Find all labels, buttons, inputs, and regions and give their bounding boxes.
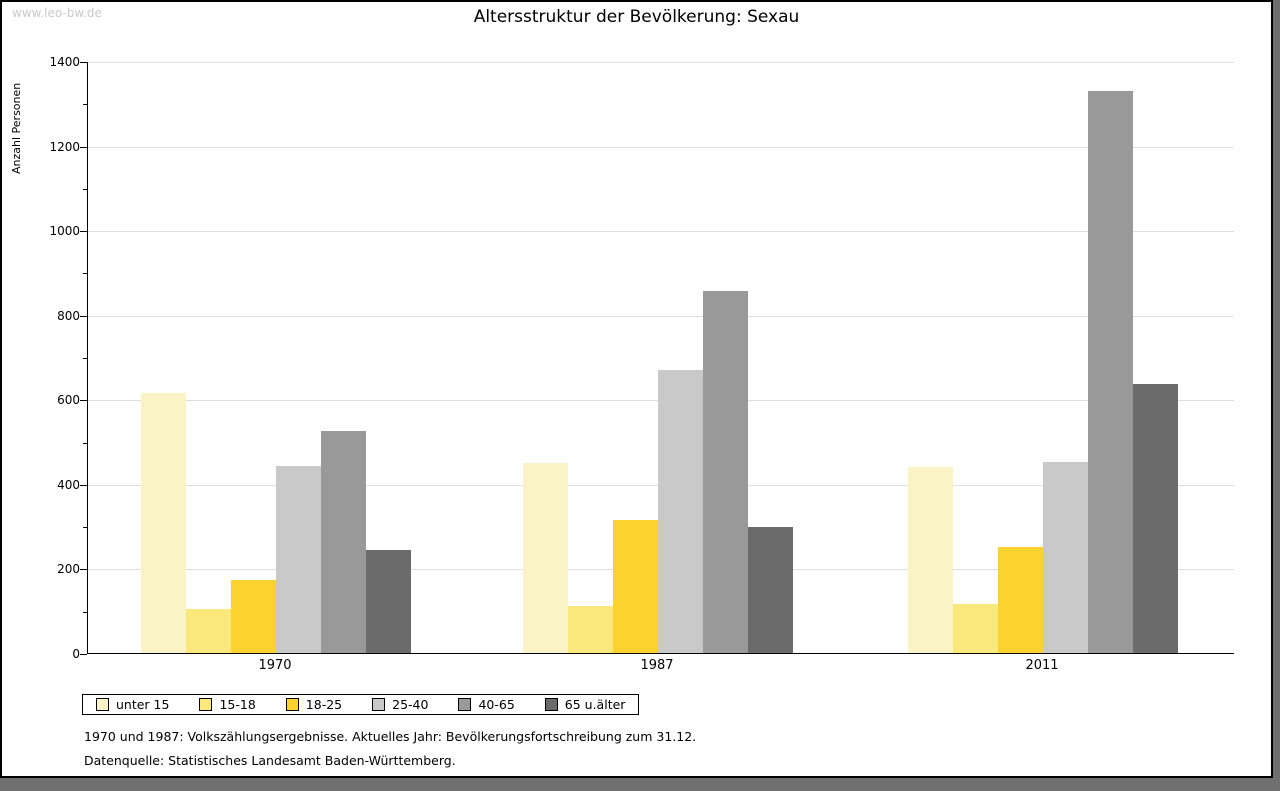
y-major-tick-1200: [80, 146, 87, 148]
legend-label: 15-18: [219, 697, 256, 712]
y-major-tick-1400: [80, 62, 87, 63]
legend-swatch-icon: [372, 698, 386, 711]
y-axis-title: Anzahl Personen: [10, 82, 23, 174]
bar-1970-40-65: [321, 431, 366, 653]
gridline-1200: [88, 146, 1234, 148]
y-minor-tick-700: [83, 358, 87, 359]
y-minor-tick-300: [83, 527, 87, 529]
legend-swatch-icon: [285, 698, 299, 711]
x-tick-label-2011: 2011: [1025, 658, 1059, 673]
legend-swatch-icon: [458, 698, 472, 711]
legend-item-18-25: 18-25: [285, 697, 343, 712]
legend-item-15-18: 15-18: [199, 697, 256, 712]
bar-1970-65-u-älter: [366, 550, 411, 653]
legend-swatch-icon: [96, 698, 109, 711]
legend-item-25-40: 25-40: [372, 697, 428, 712]
bar-2011-40-65: [1088, 90, 1133, 653]
chart-canvas: www.leo-bw.de Altersstruktur der Bevölke…: [0, 0, 1273, 778]
footnote-source-note: 1970 und 1987: Volkszählungsergebnisse. …: [84, 729, 697, 744]
legend-label: unter 15: [116, 697, 170, 712]
plot-area: [87, 62, 1234, 654]
watermark-link: www.leo-bw.de: [12, 6, 102, 20]
gridline-1000: [88, 231, 1234, 233]
y-minor-tick-500: [83, 442, 87, 444]
bar-2011-unter-15: [908, 466, 953, 653]
footnote-data-source: Datenquelle: Statistisches Landesamt Bad…: [84, 753, 456, 768]
bar-1987-40-65: [703, 291, 748, 653]
y-tick-label-1400: 1400: [49, 55, 80, 69]
gridline-1400: [88, 62, 1234, 63]
bar-1987-25-40: [658, 369, 703, 653]
y-minor-tick-1300: [83, 104, 87, 106]
legend-item-65-u-älter: 65 u.älter: [544, 697, 626, 712]
bar-2011-15-18: [953, 603, 998, 653]
bar-1987-65-u-älter: [748, 527, 793, 653]
y-minor-tick-100: [83, 611, 87, 613]
y-minor-tick-1100: [83, 188, 87, 190]
legend-item-unter-15: unter 15: [96, 697, 169, 712]
x-tick-label-1970: 1970: [258, 658, 292, 673]
y-tick-label-1200: 1200: [49, 139, 80, 154]
legend: unter 15 15-18 18-25 25-40 40-65 65 u.älter: [82, 694, 640, 715]
y-tick-label-0: 0: [72, 647, 80, 661]
bar-1970-25-40: [276, 465, 321, 653]
gridline-800: [88, 315, 1234, 317]
legend-swatch-icon: [199, 698, 213, 711]
x-tick-label-1987: 1987: [640, 658, 674, 673]
legend-item-40-65: 40-65: [458, 697, 515, 712]
y-major-tick-200: [80, 569, 87, 571]
bar-1987-18-25: [613, 519, 658, 653]
bar-2011-25-40: [1043, 461, 1088, 653]
y-tick-label-200: 200: [57, 562, 80, 577]
legend-label: 18-25: [305, 697, 343, 712]
chart-title: Altersstruktur der Bevölkerung: Sexau: [473, 7, 800, 27]
y-major-tick-1000: [80, 231, 87, 233]
y-tick-label-1000: 1000: [49, 224, 80, 239]
bar-1987-unter-15: [523, 463, 568, 653]
y-major-tick-400: [80, 484, 87, 486]
bar-1987-15-18: [568, 606, 613, 653]
legend-label: 25-40: [392, 697, 429, 712]
y-minor-tick-900: [83, 273, 87, 275]
y-tick-label-400: 400: [57, 477, 80, 492]
y-major-tick-800: [80, 315, 87, 317]
bar-1970-15-18: [186, 609, 231, 653]
bar-2011-18-25: [998, 547, 1043, 653]
legend-label: 65 u.älter: [564, 697, 626, 712]
y-major-tick-0: [80, 654, 87, 655]
legend-label: 40-65: [478, 697, 515, 712]
legend-swatch-icon: [544, 698, 558, 711]
bar-1970-18-25: [231, 580, 276, 653]
y-tick-label-600: 600: [57, 393, 80, 408]
y-tick-label-800: 800: [57, 308, 80, 323]
bar-1970-unter-15: [141, 392, 186, 653]
bar-2011-65-u-älter: [1133, 383, 1178, 653]
y-major-tick-600: [80, 400, 87, 402]
